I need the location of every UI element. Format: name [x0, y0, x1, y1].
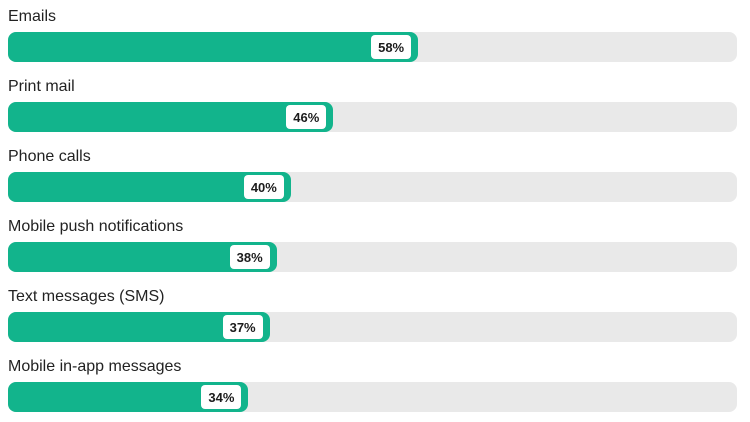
bar-track: 58% [8, 32, 737, 62]
chart-row: Emails 58% [8, 6, 737, 62]
value-badge: 58% [371, 35, 412, 59]
bar-track: 37% [8, 312, 737, 342]
chart-row: Text messages (SMS) 37% [8, 286, 737, 342]
bar-fill: 40% [8, 172, 291, 202]
value-badge: 40% [243, 175, 284, 199]
category-label: Mobile push notifications [8, 218, 184, 235]
bar-fill: 58% [8, 32, 419, 62]
chart-row: Mobile push notifications 38% [8, 216, 737, 272]
value-badge: 46% [286, 105, 327, 129]
bar-track: 46% [8, 102, 737, 132]
value-badge: 34% [201, 385, 242, 409]
chart-row: Mobile in-app messages 34% [8, 356, 737, 412]
category-label: Text messages (SMS) [8, 288, 165, 305]
category-label: Print mail [8, 78, 75, 95]
bar-fill: 34% [8, 382, 249, 412]
value-badge: 38% [229, 245, 270, 269]
bar-fill: 38% [8, 242, 277, 272]
bar-fill: 37% [8, 312, 270, 342]
bar-chart: Emails 58% Print mail 46% Phone calls 40% Mobi… [8, 6, 737, 412]
value-badge: 37% [222, 315, 263, 339]
chart-row: Phone calls 40% [8, 146, 737, 202]
bar-fill: 46% [8, 102, 334, 132]
category-label: Mobile in-app messages [8, 358, 182, 375]
category-label: Phone calls [8, 148, 91, 165]
bar-track: 34% [8, 382, 737, 412]
chart-row: Print mail 46% [8, 76, 737, 132]
bar-track: 38% [8, 242, 737, 272]
bar-track: 40% [8, 172, 737, 202]
category-label: Emails [8, 8, 57, 25]
